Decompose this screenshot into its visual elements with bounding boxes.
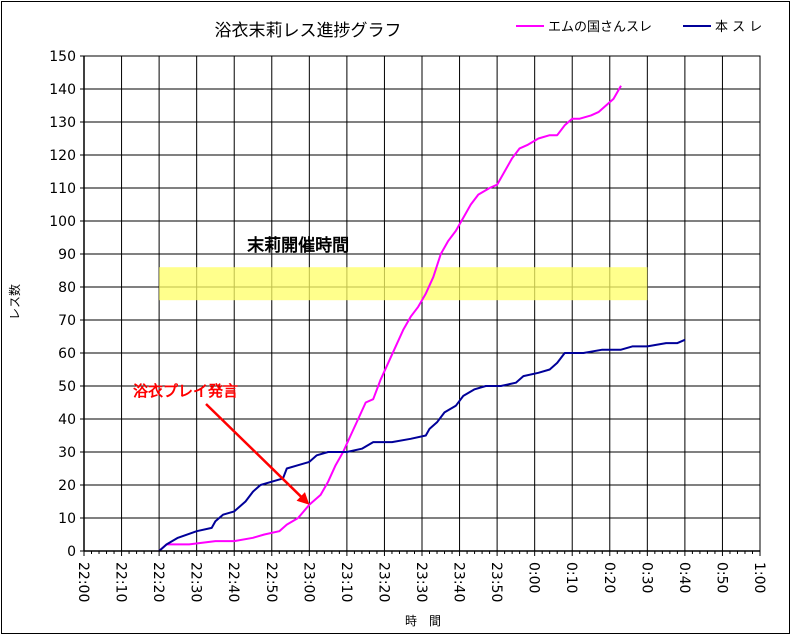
x-tick-label: 22:40 [225,562,241,602]
chart-title: 浴衣末莉レス進捗グラフ [215,21,402,41]
y-axis-label: レス数 [7,284,22,320]
x-tick-label: 22:50 [263,562,279,602]
legend: エムの国さんスレ 本 ス レ [516,20,762,35]
x-tick-label: 23:20 [375,562,391,602]
x-tick-label: 0:00 [526,562,542,593]
x-tick-label: 22:10 [113,562,129,602]
x-tick-label: 22:00 [75,562,91,602]
legend-label-emu-no-kuni: エムの国さんスレ [548,20,652,35]
y-tick-label: 60 [58,346,76,362]
x-tick-label: 23:30 [413,562,429,602]
y-tick-label: 140 [49,82,76,98]
y-tick-label: 80 [58,280,76,296]
arrow-annotation-label: 浴衣プレイ発言 [133,382,238,400]
x-tick-label: 1:00 [751,562,767,593]
y-tick-label: 40 [58,412,76,428]
y-tick-label: 30 [58,445,76,461]
x-tick-label: 0:50 [713,562,729,593]
y-tick-label: 70 [58,313,76,329]
annotation-arrow-line [205,403,308,503]
legend-label-hon-sure: 本 ス レ [715,20,762,35]
y-tick-label: 100 [49,214,76,230]
x-tick-label: 23:50 [488,562,504,602]
y-tick-label: 50 [58,379,76,395]
band-annotation-label: 末莉開催時間 [247,235,349,256]
x-tick-label: 23:00 [300,562,316,602]
x-tick-label: 22:20 [150,562,166,602]
x-tick-label: 0:10 [563,562,579,593]
x-tick-label: 0:30 [638,562,654,593]
series-line-emu-no-kuni [158,85,622,552]
x-tick-label: 0:20 [601,562,617,593]
x-tick-label: 22:30 [188,562,204,602]
highlight-band-rect [159,267,648,301]
series-lines [158,85,686,552]
highlight-band [159,267,648,301]
x-axis-label: 時 間 [405,614,441,628]
y-tick-label: 90 [58,247,76,263]
y-tick-label: 110 [49,181,76,197]
y-tick-label: 0 [67,544,76,560]
axes: 0 10 20 30 40 50 60 70 80 90 100 110 120 130 140 150 22:… [49,49,767,602]
series-line-hon-sure [158,338,686,552]
x-tick-label: 23:10 [338,562,354,602]
y-tick-label: 150 [49,49,76,65]
y-tick-label: 130 [49,115,76,131]
x-tick-label: 23:40 [451,562,467,602]
annotation-arrow-head [296,492,310,505]
x-tick-label: 0:40 [676,562,692,593]
y-tick-label: 10 [58,511,76,527]
y-tick-label: 120 [49,148,76,164]
y-tick-label: 20 [58,478,76,494]
